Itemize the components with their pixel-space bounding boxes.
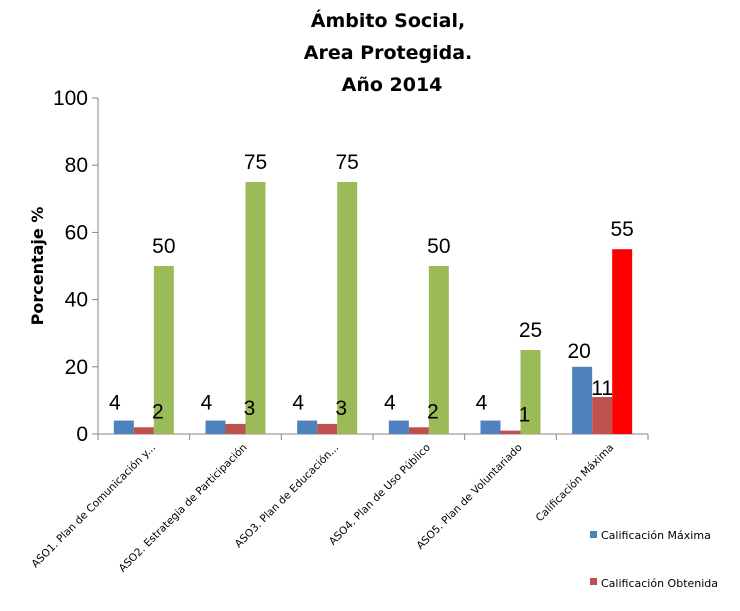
- bar: [205, 420, 226, 434]
- data-label: 50: [427, 235, 450, 258]
- bar: [612, 249, 633, 434]
- data-label: 3: [335, 397, 347, 420]
- bar: [520, 350, 541, 434]
- bar: [592, 397, 613, 434]
- data-label: 1: [519, 404, 531, 427]
- data-label: 75: [244, 151, 267, 174]
- bar: [153, 266, 174, 434]
- data-label: 3: [244, 397, 256, 420]
- bar: [297, 420, 318, 434]
- legend-swatch-calificacion-obtenida: [590, 578, 597, 585]
- data-label: 75: [335, 151, 358, 174]
- axes-group: 0 20 40 60 80 100: [53, 87, 649, 446]
- chart-title-line-1: Ámbito Social,: [311, 9, 465, 32]
- bar: [388, 420, 409, 434]
- bar: [337, 182, 358, 434]
- data-label: 4: [384, 392, 396, 415]
- bar: [113, 420, 134, 434]
- bar: [317, 423, 338, 434]
- legend: Calificación Máxima Calificación Obtenid…: [590, 529, 718, 590]
- y-tick-label: 80: [65, 154, 88, 177]
- data-label: 11: [591, 377, 613, 400]
- data-label: 4: [292, 392, 304, 415]
- y-tick-label: 100: [53, 87, 88, 110]
- data-label: 25: [519, 319, 542, 342]
- x-tick-label: ASO4. Plan de Uso Público: [327, 442, 433, 548]
- x-tick-label: ASO3. Plan de Educación...: [233, 442, 342, 551]
- data-label: 4: [476, 392, 488, 415]
- x-tick-label: Calificación Máxima: [534, 442, 617, 525]
- bar: [428, 266, 449, 434]
- data-label: 4: [201, 392, 213, 415]
- bar: [480, 420, 501, 434]
- chart-title-line-2: Area Protegida.: [304, 42, 472, 64]
- x-tick-labels-group: ASO1. Plan de Comunicación y...ASO2. Est…: [29, 442, 616, 575]
- bar: [133, 427, 154, 434]
- bars-group: [113, 182, 633, 434]
- data-label: 2: [427, 400, 439, 423]
- bar: [245, 182, 266, 434]
- bar: [572, 366, 593, 434]
- y-tick-label: 20: [65, 356, 88, 379]
- y-tick-label: 60: [65, 221, 88, 244]
- chart-title-line-3: Año 2014: [342, 74, 443, 96]
- bar: [408, 427, 429, 434]
- data-label: 50: [152, 235, 175, 258]
- data-label: 20: [567, 340, 590, 363]
- legend-swatch-calificacion-maxima: [590, 531, 597, 538]
- data-label: 55: [610, 218, 633, 241]
- data-label: 4: [109, 392, 121, 415]
- bar: [225, 423, 246, 434]
- legend-label-calificacion-obtenida: Calificación Obtenida: [601, 577, 718, 590]
- y-axis-label: Porcentaje %: [28, 207, 47, 326]
- legend-label-calificacion-maxima: Calificación Máxima: [601, 529, 711, 542]
- x-tick-label: ASO5. Plan de Voluntariado: [414, 442, 524, 552]
- bar: [500, 430, 521, 434]
- data-label: 2: [152, 400, 164, 423]
- y-tick-label: 0: [76, 423, 88, 446]
- y-tick-label: 40: [65, 289, 88, 312]
